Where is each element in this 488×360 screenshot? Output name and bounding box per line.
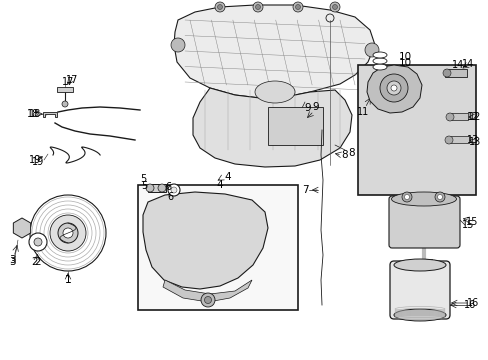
Circle shape [444, 136, 452, 144]
Text: 1: 1 [64, 275, 71, 285]
Circle shape [30, 195, 106, 271]
Text: 7: 7 [301, 185, 307, 195]
Circle shape [386, 81, 400, 95]
Ellipse shape [372, 58, 386, 64]
Bar [267, 107, 323, 145]
Bar [415, 259, 431, 267]
FancyBboxPatch shape [388, 196, 459, 248]
Circle shape [255, 4, 260, 9]
Text: 6: 6 [166, 192, 173, 202]
Circle shape [329, 2, 339, 12]
Circle shape [171, 187, 177, 193]
Circle shape [379, 74, 407, 102]
Bar [148, 184, 165, 192]
Text: 1: 1 [64, 275, 71, 285]
Text: 18: 18 [29, 109, 41, 119]
Text: 8: 8 [341, 150, 347, 160]
Polygon shape [142, 192, 267, 289]
Polygon shape [366, 65, 421, 113]
Bar [57, 87, 73, 92]
Text: 5: 5 [141, 181, 147, 191]
Polygon shape [13, 218, 31, 238]
Polygon shape [43, 112, 57, 117]
Text: 15: 15 [461, 220, 473, 230]
Circle shape [158, 184, 165, 192]
Text: 2: 2 [35, 257, 41, 267]
Circle shape [50, 215, 86, 251]
Polygon shape [193, 88, 351, 167]
Text: 10: 10 [398, 58, 411, 68]
Circle shape [292, 2, 303, 12]
Circle shape [332, 4, 337, 9]
Circle shape [252, 2, 263, 12]
Circle shape [217, 4, 222, 9]
Text: 2: 2 [32, 257, 38, 267]
Text: 12: 12 [466, 112, 478, 122]
Text: 13: 13 [466, 135, 478, 145]
Circle shape [404, 194, 408, 199]
Ellipse shape [393, 259, 445, 271]
Text: 17: 17 [61, 77, 74, 87]
Ellipse shape [372, 64, 386, 70]
Ellipse shape [372, 52, 386, 58]
Circle shape [171, 38, 184, 52]
Text: 14: 14 [461, 59, 473, 69]
Circle shape [29, 233, 47, 251]
Text: 8: 8 [348, 148, 355, 158]
Text: 16: 16 [466, 298, 478, 308]
Text: 5: 5 [140, 174, 146, 184]
Text: 11: 11 [356, 107, 368, 117]
Circle shape [437, 194, 442, 199]
Text: 19: 19 [29, 155, 41, 165]
Text: 9: 9 [312, 102, 319, 112]
Text: 14: 14 [451, 60, 463, 70]
Circle shape [390, 85, 396, 91]
Bar [444, 69, 466, 77]
Bar [357, 65, 475, 195]
Circle shape [201, 293, 215, 307]
Bar [447, 113, 467, 120]
Circle shape [146, 184, 154, 192]
FancyBboxPatch shape [389, 261, 449, 319]
Ellipse shape [393, 309, 445, 321]
Circle shape [62, 101, 68, 107]
Text: 9: 9 [304, 103, 311, 113]
Circle shape [442, 69, 450, 77]
Bar [138, 185, 297, 310]
Circle shape [34, 238, 42, 246]
Circle shape [215, 2, 224, 12]
Circle shape [364, 43, 378, 57]
Text: 18: 18 [27, 109, 39, 119]
Circle shape [204, 297, 211, 303]
Text: 3: 3 [9, 257, 15, 267]
Circle shape [434, 192, 444, 202]
Text: 4: 4 [224, 172, 231, 182]
Circle shape [168, 184, 180, 196]
Text: 10: 10 [398, 52, 411, 62]
Text: 4: 4 [216, 180, 223, 190]
Text: 6: 6 [164, 182, 171, 192]
Bar [446, 136, 468, 143]
Text: 15: 15 [465, 217, 477, 227]
Ellipse shape [391, 192, 456, 206]
Circle shape [63, 228, 73, 238]
Text: 13: 13 [468, 137, 480, 147]
Text: 16: 16 [463, 300, 475, 310]
Text: 19: 19 [32, 157, 44, 167]
Circle shape [58, 223, 78, 243]
Circle shape [295, 4, 300, 9]
Circle shape [401, 192, 411, 202]
Polygon shape [163, 280, 251, 302]
Text: 3: 3 [9, 255, 15, 265]
Text: 12: 12 [468, 112, 480, 122]
Ellipse shape [254, 81, 294, 103]
Text: 17: 17 [66, 75, 78, 85]
Circle shape [445, 113, 453, 121]
Polygon shape [174, 5, 374, 98]
